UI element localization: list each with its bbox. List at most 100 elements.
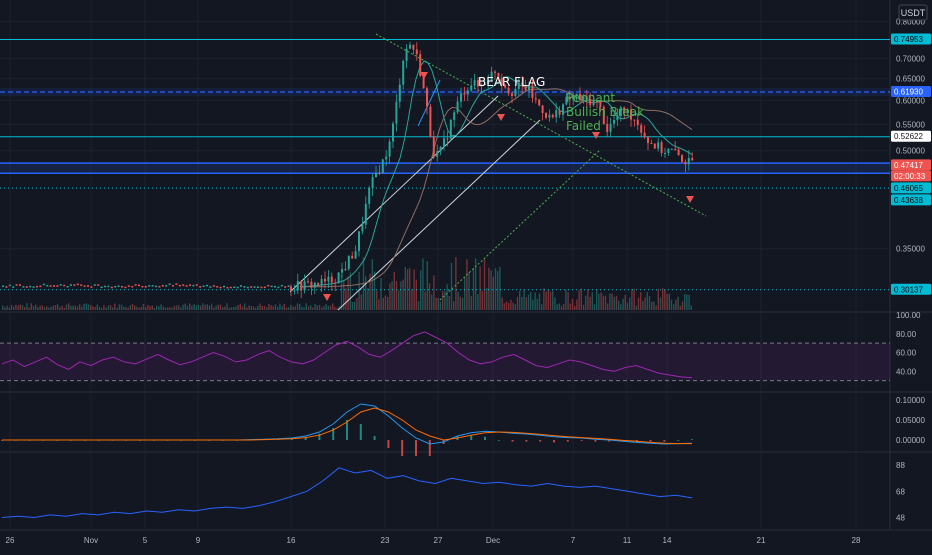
volume-bar xyxy=(541,304,543,310)
time-tick-label: 11 xyxy=(623,536,632,545)
candle-body xyxy=(361,224,364,232)
volume-bar xyxy=(39,305,41,310)
price-label-box xyxy=(891,182,931,194)
volume-bar xyxy=(356,298,358,310)
volume-bar xyxy=(367,288,369,310)
volume-bar xyxy=(686,294,688,310)
candle-body xyxy=(463,93,466,95)
volume-bar xyxy=(406,269,409,310)
currency-tag[interactable]: USDT xyxy=(898,4,928,21)
volume-bar xyxy=(565,289,567,310)
candle-body xyxy=(681,155,683,162)
volume-bar xyxy=(28,307,30,310)
candle-body xyxy=(175,283,178,285)
volume-bar xyxy=(246,307,248,310)
candle-body xyxy=(293,290,296,292)
volume-bar xyxy=(501,297,503,310)
volume-bar xyxy=(620,304,622,310)
volume-bar xyxy=(292,306,294,310)
candle-body xyxy=(596,100,598,102)
candle-body xyxy=(647,137,649,144)
candle-body xyxy=(141,285,144,288)
price-label: 0.52622 xyxy=(894,132,923,141)
candle-body xyxy=(385,156,388,160)
volume-bar xyxy=(360,294,362,310)
candle-body xyxy=(674,148,677,150)
volume-bar xyxy=(415,279,417,310)
candle-body xyxy=(480,84,483,87)
volume-bar xyxy=(301,306,303,310)
candle-body xyxy=(185,285,188,287)
candle-body xyxy=(504,84,507,88)
volume-bar xyxy=(365,276,367,310)
candle-body xyxy=(585,96,588,100)
candle-body xyxy=(134,284,137,286)
volume-bar xyxy=(560,305,563,310)
candle-body xyxy=(677,149,680,156)
volume-bar xyxy=(283,303,285,310)
volume-bar xyxy=(653,301,655,310)
candle-body xyxy=(337,272,340,284)
candle-body xyxy=(517,82,520,89)
volume-bar xyxy=(239,303,241,310)
macd-histogram-bar xyxy=(332,428,335,440)
volume-bar xyxy=(72,305,74,310)
volume-bar xyxy=(74,305,76,310)
candle-body xyxy=(541,105,544,114)
volume-bar xyxy=(552,290,554,310)
volume-bar xyxy=(314,303,316,310)
volume-bar xyxy=(197,304,200,310)
candle-body xyxy=(219,286,222,289)
candle-body xyxy=(66,286,69,288)
volume-bar xyxy=(237,305,239,310)
volume-bar xyxy=(589,296,591,310)
volume-bar xyxy=(677,296,679,310)
adx-line xyxy=(1,467,693,519)
macd-histogram-bar xyxy=(511,440,514,442)
volume-bar xyxy=(437,297,439,310)
time-tick-label: 9 xyxy=(196,536,201,545)
volume-bar xyxy=(248,305,250,310)
volume-bar xyxy=(169,307,171,310)
candle-body xyxy=(487,81,490,84)
volume-bar xyxy=(521,296,523,310)
candle-body xyxy=(161,285,164,287)
candle-body xyxy=(327,276,330,282)
volume-bar xyxy=(151,305,153,310)
volume-bar xyxy=(576,299,578,310)
candle-body xyxy=(12,286,15,288)
candle-body xyxy=(643,132,646,138)
volume-bar xyxy=(4,307,6,310)
volume-bar xyxy=(92,306,94,310)
volume-bar xyxy=(263,306,266,310)
macd-histogram-bar xyxy=(691,439,693,440)
volume-bar xyxy=(211,303,213,310)
volume-bar xyxy=(244,303,246,310)
volume-bar xyxy=(494,268,497,310)
time-tick-label: 21 xyxy=(757,536,766,545)
flag-lower-line xyxy=(337,119,541,311)
volume-bar xyxy=(587,289,589,310)
volume-bar xyxy=(512,302,514,310)
candle-body xyxy=(212,285,215,287)
volume-bar xyxy=(195,305,197,310)
candle-body xyxy=(684,161,687,165)
volume-bar xyxy=(673,304,675,310)
candle-body xyxy=(216,286,219,288)
macd-histogram-bar xyxy=(553,440,555,443)
candle-body xyxy=(344,269,347,271)
rsi-band xyxy=(0,343,890,381)
volume-bar xyxy=(226,303,228,310)
macd-histogram-bar xyxy=(484,436,486,440)
volume-bar xyxy=(402,279,404,310)
volume-bar xyxy=(538,293,541,310)
volume-bar xyxy=(668,293,670,310)
price-tick-label: 0.35000 xyxy=(896,245,925,254)
volume-bar xyxy=(83,303,85,310)
candle-body xyxy=(182,284,185,286)
candle-body xyxy=(260,286,263,289)
macd-histogram-bar xyxy=(304,436,307,440)
volume-bar xyxy=(580,288,582,310)
volume-bar xyxy=(398,290,400,310)
